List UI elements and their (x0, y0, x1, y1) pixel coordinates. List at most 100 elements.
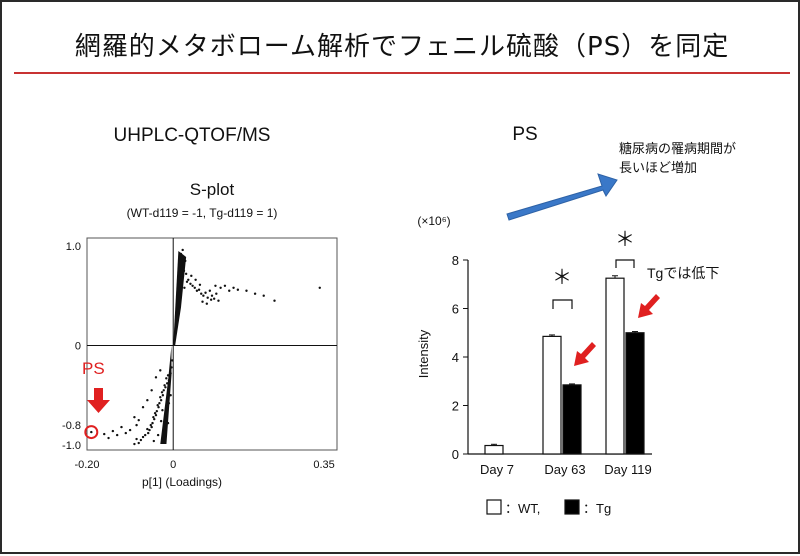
legend-tg-swatch (564, 499, 580, 515)
splot-point (166, 374, 170, 377)
splot-point (128, 428, 132, 432)
splot-point (150, 425, 153, 429)
splot-point (180, 274, 184, 278)
splot-point (219, 286, 222, 289)
splot-point (191, 284, 194, 287)
bar-y-tick-label: 0 (452, 447, 459, 462)
bar-y-tick-label: 2 (452, 399, 459, 414)
splot-point (212, 297, 216, 300)
significance-star-day119: ＊ (615, 229, 635, 251)
bar-x-tick-label: Day 63 (544, 462, 585, 477)
splot-point (156, 433, 160, 437)
splot-point (147, 431, 150, 435)
splot-point (200, 292, 203, 295)
splot-y-tick-label: -1.0 (62, 440, 81, 452)
splot-point (163, 428, 166, 432)
splot-point (206, 296, 209, 299)
splot-point (208, 289, 212, 292)
splot-point (202, 294, 205, 297)
splot-subtitle: (WT-d119 = -1, Tg-d119 = 1) (127, 206, 278, 220)
splot-point (167, 379, 171, 382)
splot-point (141, 406, 145, 409)
splot-point (153, 411, 157, 415)
increase-note-line1: 糖尿病の罹病期間が (619, 141, 736, 156)
splot-frame (86, 237, 338, 451)
splot-point (146, 399, 149, 402)
splot-point (156, 404, 159, 407)
ps-circle-marker (84, 425, 99, 440)
bar-y-tick-label: 4 (452, 350, 459, 365)
splot-point (149, 423, 152, 427)
splot-point (107, 436, 110, 440)
bar-wt (605, 277, 625, 455)
splot-point (166, 421, 170, 425)
bar-y-axis-label: Intensity (416, 329, 431, 378)
splot-point (223, 284, 227, 287)
splot-point (194, 278, 197, 282)
splot-point (170, 366, 173, 369)
splot-point (181, 248, 184, 252)
splot-point (152, 415, 155, 419)
splot-point (164, 386, 167, 389)
splot-point (205, 302, 209, 305)
splot-point (195, 289, 199, 292)
splot-point (159, 419, 163, 423)
splot-point (165, 382, 169, 385)
splot-points (90, 248, 321, 446)
splot-y-tick-label: -0.8 (62, 420, 81, 432)
splot-x-tick-label: -0.20 (74, 459, 99, 471)
ps-annotation-label: PS (82, 359, 105, 378)
bar-plot-area: 0 2 4 6 8 Day 7 Day 63 Day 119 (452, 253, 652, 477)
title-rule (14, 72, 790, 74)
splot-title: S-plot (190, 180, 235, 199)
splot-point (90, 430, 93, 434)
splot-point (232, 286, 235, 289)
splot-x-tick-label: 0.35 (313, 459, 334, 471)
splot-point (143, 433, 147, 437)
splot-point (159, 369, 162, 372)
splot-point (262, 294, 265, 297)
splot-point (160, 391, 164, 394)
splot-point (165, 413, 168, 417)
splot-point (184, 272, 188, 276)
splot-point (141, 435, 145, 439)
splot-dense-band-negative (160, 345, 172, 445)
bar-tg (625, 332, 645, 455)
splot-point (155, 409, 159, 413)
splot-point (198, 283, 202, 286)
increase-note-line2: 長いほど増加 (619, 160, 697, 175)
splot-point (139, 438, 143, 442)
splot-point (137, 441, 140, 445)
splot-point (189, 282, 192, 285)
splot-point (154, 376, 158, 379)
splot-point (163, 384, 166, 387)
splot-point (159, 396, 162, 399)
bracket-day119 (615, 259, 635, 268)
splot-point (169, 394, 172, 397)
splot-section-title: UHPLC-QTOF/MS (114, 125, 271, 146)
splot-point (204, 291, 207, 294)
splot-y-tick-label: 0 (75, 340, 81, 352)
splot-point (201, 300, 204, 303)
splot-point (193, 286, 196, 289)
splot-point (185, 280, 189, 283)
significance-star-day63: ＊ (552, 267, 572, 289)
splot-x-axis-label: p[1] (Loadings) (142, 475, 222, 489)
splot-point (115, 433, 119, 437)
bar-chart-title: PS (512, 124, 537, 145)
splot-point (228, 289, 231, 292)
bar-y-tick-label: 6 (452, 302, 459, 317)
bar-x-tick-label: Day 119 (604, 462, 651, 477)
decrease-arrow-day119-icon (638, 294, 660, 318)
splot-point (135, 437, 138, 441)
splot-point (217, 299, 220, 302)
splot-point (169, 372, 172, 375)
slide-title: 網羅的メタボローム解析でフェニル硫酸（PS）を同定 (74, 32, 730, 62)
splot-point (182, 269, 186, 273)
splot-point (120, 425, 123, 429)
bar-y-tick-label: 8 (452, 253, 459, 268)
splot-point (103, 432, 106, 436)
splot-point (190, 274, 193, 278)
bar-scale-label: (×10⁶) (417, 214, 450, 228)
decrease-note: Tgでは低下 (647, 265, 719, 281)
